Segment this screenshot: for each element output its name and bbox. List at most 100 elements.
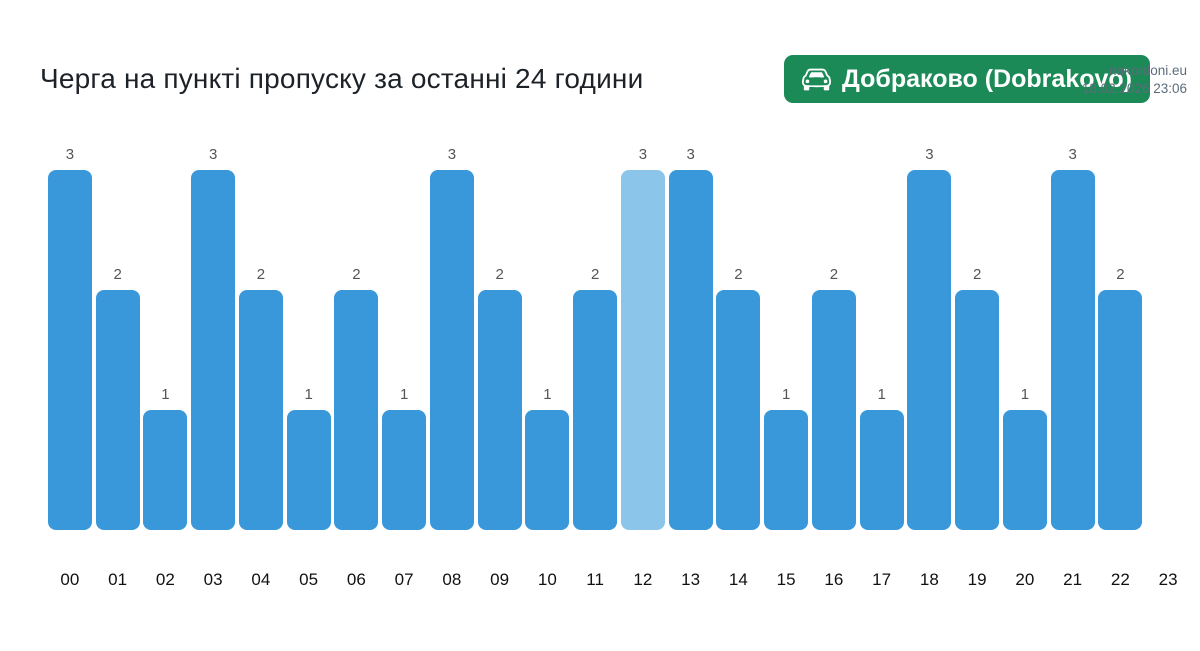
chart-column: 3 00 xyxy=(46,140,94,590)
hour-label: 10 xyxy=(537,570,557,589)
bar-value-label: 3 xyxy=(925,146,934,163)
bar-value-label: 3 xyxy=(447,146,457,163)
bar-value-label: 1 xyxy=(304,386,313,403)
bar-value-label: 1 xyxy=(877,386,886,403)
chart-column: 1 07 xyxy=(380,140,428,590)
chart-column: 2 01 xyxy=(94,140,142,590)
bar-value-label: 2 xyxy=(829,266,839,283)
crossing-badge-button[interactable]: Добраково (Dobrakovo) xyxy=(784,55,1150,103)
hour-label: 04 xyxy=(251,570,271,589)
hour-label: 21 xyxy=(1063,570,1083,589)
bar-value-label: 2 xyxy=(1116,266,1125,283)
chart-column: 1 20 xyxy=(1001,140,1049,590)
site-link[interactable]: nakordoni.eu xyxy=(1108,63,1187,78)
bar-value-label: 1 xyxy=(161,386,170,403)
bar-value-label: 3 xyxy=(65,146,75,163)
chart-column: 1 05 xyxy=(285,140,333,590)
bar xyxy=(1098,290,1143,530)
chart-column: 3 18 xyxy=(906,140,954,590)
bar xyxy=(1002,410,1047,530)
bar-value-label: 2 xyxy=(113,266,122,283)
bar xyxy=(143,410,188,530)
hour-label: 16 xyxy=(824,570,844,589)
hour-label: 20 xyxy=(1015,570,1035,589)
bar xyxy=(47,170,92,530)
bar-value-label: 2 xyxy=(972,266,982,283)
hour-label: 01 xyxy=(108,570,128,589)
hour-label: 09 xyxy=(490,570,510,589)
bar xyxy=(668,170,713,530)
chart-column: 3 12 xyxy=(619,140,667,590)
bar xyxy=(573,290,618,530)
bar-value-label: 2 xyxy=(734,266,743,283)
hour-label: 19 xyxy=(967,570,987,589)
hour-label: 02 xyxy=(155,570,175,589)
hour-label: 17 xyxy=(872,570,892,589)
hour-label: 00 xyxy=(60,570,80,589)
bar xyxy=(811,290,856,530)
chart-column: 23 xyxy=(1144,140,1192,590)
chart-column: 2 11 xyxy=(571,140,619,590)
site-info: nakordoni.eu 18.02.2026 23:06 xyxy=(1082,62,1187,98)
bar-value-label: 2 xyxy=(495,266,504,283)
bar-value-label: 1 xyxy=(399,386,409,403)
chart-column: 1 15 xyxy=(762,140,810,590)
bar xyxy=(382,410,427,530)
bar-value-label: 1 xyxy=(1020,386,1030,403)
hour-label: 06 xyxy=(346,570,366,589)
page-title: Черга на пункті пропуску за останні 24 г… xyxy=(40,63,644,94)
bar xyxy=(191,170,236,530)
bar xyxy=(764,410,809,530)
bar xyxy=(1050,170,1095,530)
hour-label: 18 xyxy=(919,570,939,589)
crossing-badge-label: Добраково (Dobrakovo) xyxy=(842,64,1132,93)
bar-value-label: 2 xyxy=(256,266,266,283)
car-front-icon xyxy=(802,65,832,94)
chart-column: 2 19 xyxy=(953,140,1001,590)
bar xyxy=(620,170,665,530)
chart-column: 1 02 xyxy=(142,140,190,590)
timestamp: 18.02.2026 23:06 xyxy=(1081,81,1187,96)
bar-value-label: 3 xyxy=(638,146,648,163)
hour-label: 13 xyxy=(681,570,701,589)
bar xyxy=(859,410,904,530)
chart-column: 3 13 xyxy=(667,140,715,590)
hour-label: 15 xyxy=(776,570,796,589)
hour-label: 11 xyxy=(586,570,604,589)
bar xyxy=(334,290,379,530)
chart-column: 2 06 xyxy=(333,140,381,590)
bar-value-label: 1 xyxy=(543,386,552,403)
bar-value-label: 1 xyxy=(781,386,791,403)
queue-bar-chart: 3 00 2 01 1 02 3 03 2 04 1 xyxy=(0,140,1200,590)
chart-column: 3 08 xyxy=(428,140,476,590)
chart-column: 2 16 xyxy=(810,140,858,590)
chart-column: 3 21 xyxy=(1049,140,1097,590)
hour-label: 14 xyxy=(728,570,748,589)
bar xyxy=(95,290,140,530)
bar-value-label: 2 xyxy=(352,266,361,283)
bar xyxy=(907,170,952,530)
bar xyxy=(429,170,474,530)
hour-label: 07 xyxy=(394,570,414,589)
chart-column: 3 03 xyxy=(189,140,237,590)
bar-value-label: 2 xyxy=(590,266,600,283)
chart-column: 1 10 xyxy=(524,140,572,590)
bar-value-label: 3 xyxy=(208,146,218,163)
hour-label: 22 xyxy=(1110,570,1130,589)
bar xyxy=(286,410,331,530)
bar xyxy=(955,290,1000,530)
hour-label: 12 xyxy=(633,570,653,589)
chart-column: 2 04 xyxy=(237,140,285,590)
hour-label: 03 xyxy=(203,570,223,589)
bar xyxy=(238,290,283,530)
hour-label: 05 xyxy=(299,570,319,589)
bar xyxy=(716,290,761,530)
header-row: Черга на пункті пропуску за останні 24 г… xyxy=(0,55,1200,103)
chart-column: 2 22 xyxy=(1097,140,1145,590)
chart-column: 1 17 xyxy=(858,140,906,590)
bar xyxy=(477,290,522,530)
chart-column: 2 14 xyxy=(715,140,763,590)
chart-column: 2 09 xyxy=(476,140,524,590)
hour-label: 23 xyxy=(1158,570,1178,589)
bar xyxy=(525,410,570,530)
